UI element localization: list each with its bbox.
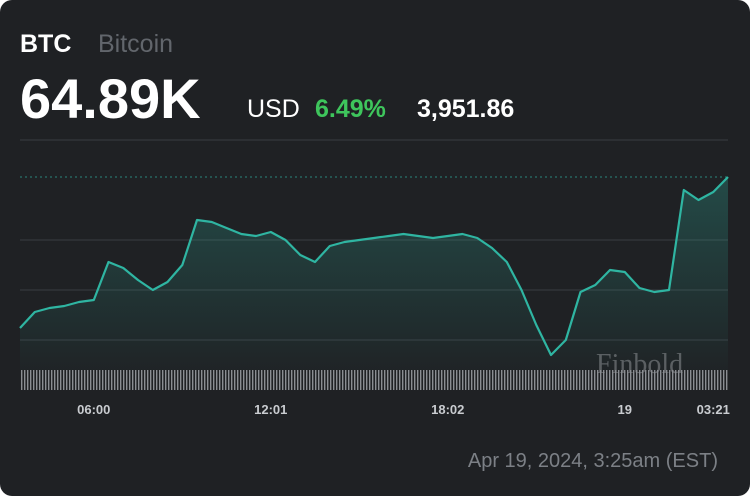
price: 64.89K	[20, 67, 201, 130]
change: 3,951.86	[417, 95, 514, 123]
asset-name: Bitcoin	[98, 30, 173, 58]
x-tick-label: 03:21	[697, 402, 730, 417]
timestamp: Apr 19, 2024, 3:25am (EST)	[468, 450, 718, 472]
x-tick-label: 18:02	[431, 402, 464, 417]
x-tick-label: 06:00	[77, 402, 110, 417]
plot: 06:00 12:01 18:02 19 03:21	[19, 139, 730, 417]
x-tick-label: 12:01	[254, 402, 287, 417]
area	[20, 177, 728, 370]
currency: USD	[247, 95, 300, 123]
price-line	[19, 176, 729, 357]
volume-bars	[20, 370, 728, 390]
symbol: BTC	[20, 30, 71, 58]
watermark: Finbold	[596, 349, 683, 380]
change-pct: 6.49%	[315, 95, 386, 123]
x-tick-label: 19	[618, 402, 632, 417]
